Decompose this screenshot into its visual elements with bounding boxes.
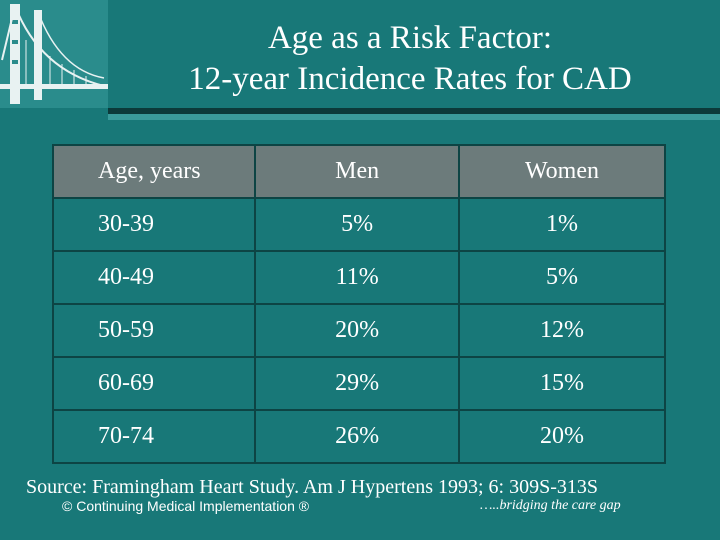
table-row: 30-39 5% 1%	[51, 197, 667, 252]
footer-copyright: © Continuing Medical Implementation ®	[62, 498, 310, 514]
incidence-table: Age, years Men Women 30-39 5% 1% 40-49 1…	[51, 144, 667, 464]
cell-age: 30-39	[51, 197, 257, 252]
cell-men: 5%	[254, 197, 460, 252]
cell-age: 60-69	[51, 356, 257, 411]
cell-men: 26%	[254, 409, 460, 464]
header-men: Men	[254, 144, 460, 199]
source-citation: Source: Framingham Heart Study. Am J Hyp…	[26, 476, 598, 498]
cell-age: 50-59	[51, 303, 257, 358]
cell-women: 15%	[457, 356, 667, 411]
cell-men: 20%	[254, 303, 460, 358]
table-header-row: Age, years Men Women	[51, 144, 667, 199]
cell-women: 20%	[457, 409, 667, 464]
table-row: 40-49 11% 5%	[51, 250, 667, 305]
header-age: Age, years	[51, 144, 257, 199]
table-row: 50-59 20% 12%	[51, 303, 667, 358]
cell-women: 12%	[457, 303, 667, 358]
slide-title: Age as a Risk Factor: 12-year Incidence …	[110, 18, 710, 100]
footer-tagline: …..bridging the care gap	[480, 498, 621, 513]
title-line-1: Age as a Risk Factor:	[267, 20, 553, 56]
table-row: 70-74 26% 20%	[51, 409, 667, 464]
table-row: 60-69 29% 15%	[51, 356, 667, 411]
cell-men: 29%	[254, 356, 460, 411]
cell-women: 5%	[457, 250, 667, 305]
cell-age: 70-74	[51, 409, 257, 464]
golden-gate-bridge-icon	[0, 0, 108, 108]
title-divider	[108, 108, 720, 114]
cell-age: 40-49	[51, 250, 257, 305]
cell-women: 1%	[457, 197, 667, 252]
header-women: Women	[457, 144, 667, 199]
cell-men: 11%	[254, 250, 460, 305]
title-divider-highlight	[108, 114, 720, 120]
title-line-2: 12-year Incidence Rates for CAD	[188, 61, 632, 97]
